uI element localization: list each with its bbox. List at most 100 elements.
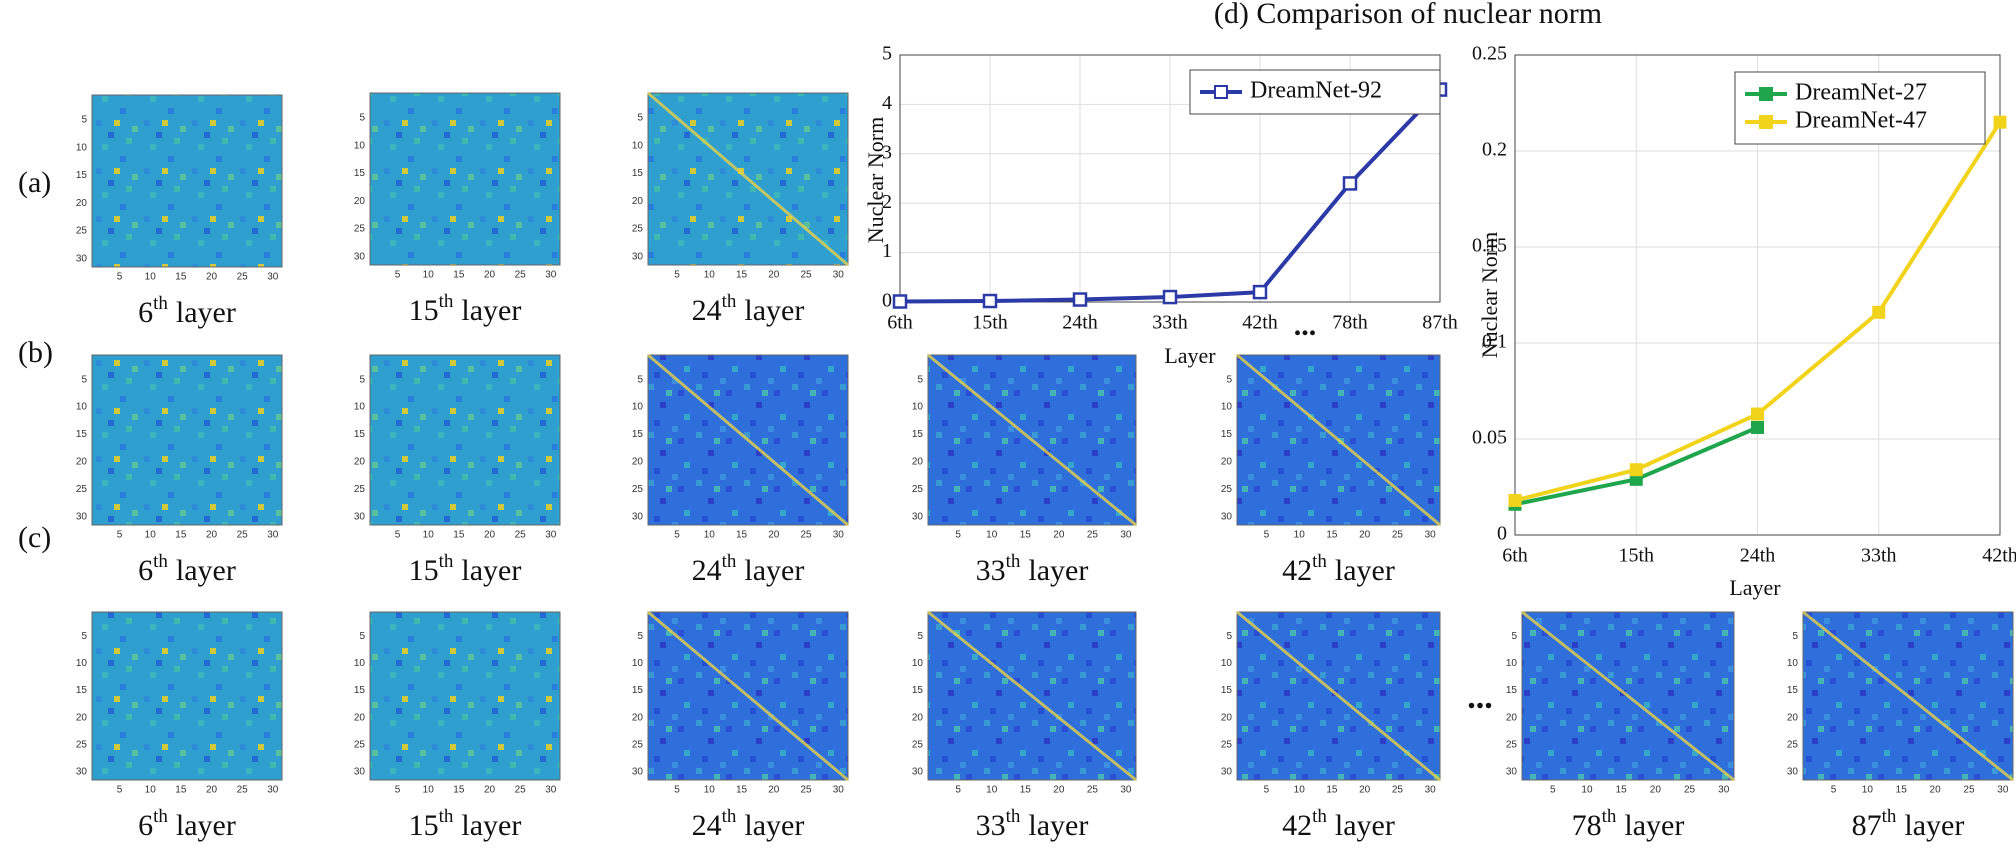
heatmap-tick-label: 15 <box>1221 429 1233 440</box>
legend-marker <box>1214 85 1228 99</box>
heatmap-tick-label: 25 <box>632 484 644 495</box>
heatmap-tick-label: 5 <box>117 272 123 283</box>
heatmap-tick-label: 15 <box>632 429 644 440</box>
heatmap-tick-label: 5 <box>1226 374 1232 385</box>
panel-caption: 15th layer <box>409 551 522 587</box>
heatmap-tick-label: 15 <box>354 168 366 179</box>
caption-word: layer <box>461 809 521 842</box>
y-tick-label: 0.2 <box>1482 139 1507 161</box>
heatmap-tick-label: 15 <box>354 429 366 440</box>
heatmap-tick-label: 10 <box>1294 530 1306 541</box>
heatmap-tick-label: 25 <box>354 739 366 750</box>
heatmap-tick-label: 10 <box>1581 785 1593 796</box>
x-tick-label: 24th <box>1740 545 1776 567</box>
caption-word: layer <box>1335 809 1395 842</box>
x-tick-label: 33th <box>1861 545 1897 567</box>
heatmap-tick-label: 25 <box>237 785 249 796</box>
heatmap-tick-label: 15 <box>1020 530 1032 541</box>
heatmap-tick-label: 20 <box>354 457 366 468</box>
heatmap-tick-label: 15 <box>1326 530 1338 541</box>
legend-label: DreamNet-92 <box>1250 78 1382 104</box>
heatmap-tick-label: 10 <box>1221 402 1233 413</box>
caption-number: 42 <box>1282 554 1312 587</box>
heatmap-tick-label: 30 <box>632 251 644 262</box>
heatmap-tick-label: 5 <box>359 374 365 385</box>
heatmap-tick-label: 20 <box>76 198 88 209</box>
heatmap-tick-label: 25 <box>1221 739 1233 750</box>
caption-suffix: th <box>722 291 737 312</box>
heatmap-tick-label: 10 <box>354 140 366 151</box>
x-tick-label: 15th <box>972 312 1008 334</box>
caption-suffix: th <box>1006 806 1021 827</box>
caption-number: 24 <box>692 809 722 842</box>
caption-word: layer <box>461 294 521 327</box>
heatmap-tick-label: 20 <box>206 785 218 796</box>
heatmap-tick-label: 30 <box>912 511 924 522</box>
heatmap-tick-label: 5 <box>637 631 643 642</box>
heatmap-tick-label: 15 <box>1506 685 1518 696</box>
heatmap-tick-label: 25 <box>1506 739 1518 750</box>
heatmap-tick-label: 15 <box>175 530 187 541</box>
caption-word: layer <box>176 554 236 587</box>
data-point <box>1252 284 1268 300</box>
caption-suffix: th <box>439 551 454 572</box>
caption-number: 6 <box>138 554 153 587</box>
heatmap-tick-label: 30 <box>545 270 557 281</box>
heatmap-tick-label: 25 <box>632 739 644 750</box>
heatmap-tick-label: 20 <box>1359 785 1371 796</box>
heatmap-tick-label: 5 <box>674 530 680 541</box>
heatmap-tick-label: 25 <box>912 484 924 495</box>
caption-word: layer <box>1028 809 1088 842</box>
caption-number: 33 <box>976 554 1006 587</box>
heatmap-diagonal <box>1236 353 1441 527</box>
panel-caption: 15th layer <box>409 291 522 327</box>
heatmap-tick-label: 25 <box>76 484 88 495</box>
heatmap-diagonal <box>927 353 1137 527</box>
heatmap-tick-label: 20 <box>354 712 366 723</box>
heatmap-tick-label: 10 <box>145 272 157 283</box>
panel-caption: 6th layer <box>138 806 236 842</box>
heatmap <box>369 92 561 266</box>
heatmap-tick-label: 5 <box>674 270 680 281</box>
heatmap-tick-label: 10 <box>1294 785 1306 796</box>
caption-suffix: th <box>439 291 454 312</box>
heatmap-tick-label: 25 <box>801 530 813 541</box>
heatmap-tick-label: 5 <box>1550 785 1556 796</box>
heatmap-tick-label: 10 <box>1862 785 1874 796</box>
heatmap-tick-label: 25 <box>515 785 527 796</box>
heatmap-tick-label: 5 <box>81 631 87 642</box>
caption-word: layer <box>1028 554 1088 587</box>
y-tick-label: 3 <box>882 141 892 163</box>
heatmap-tick-label: 25 <box>354 484 366 495</box>
panel-caption: 87th layer <box>1852 806 1965 842</box>
caption-number: 6 <box>138 296 153 329</box>
heatmap-tick-label: 25 <box>1392 530 1404 541</box>
heatmap-tick-label: 15 <box>354 685 366 696</box>
heatmap-tick-label: 30 <box>632 767 644 778</box>
heatmap-tick-label: 20 <box>354 196 366 207</box>
heatmap-tick-label: 20 <box>632 712 644 723</box>
heatmap-tick-label: 5 <box>1226 631 1232 642</box>
heatmap-tick-label: 5 <box>955 785 961 796</box>
heatmap-tick-label: 30 <box>354 511 366 522</box>
heatmap-tick-label: 5 <box>917 631 923 642</box>
heatmap-tick-label: 5 <box>1792 631 1798 642</box>
heatmap-tick-label: 5 <box>1511 631 1517 642</box>
heatmap-tick-label: 20 <box>1359 530 1371 541</box>
heatmap-tick-label: 30 <box>267 785 279 796</box>
caption-suffix: th <box>1312 806 1327 827</box>
y-axis-label: Nuclear Norm <box>1477 232 1502 358</box>
heatmap-tick-label: 5 <box>117 530 123 541</box>
data-point <box>1072 292 1088 307</box>
heatmap-tick-label: 20 <box>1930 785 1942 796</box>
row-break: ... <box>1467 679 1493 716</box>
y-tick-label: 2 <box>882 191 892 213</box>
panel-caption: 42th layer <box>1282 806 1395 842</box>
heatmap-tick-label: 25 <box>801 785 813 796</box>
heatmap-tick-label: 5 <box>674 785 680 796</box>
heatmap-tick-label: 15 <box>1896 785 1908 796</box>
heatmap-tick-label: 30 <box>354 251 366 262</box>
heatmap-tick-label: 10 <box>145 785 157 796</box>
heatmap-tick-label: 25 <box>1392 785 1404 796</box>
heatmap-tick-label: 30 <box>76 253 88 264</box>
